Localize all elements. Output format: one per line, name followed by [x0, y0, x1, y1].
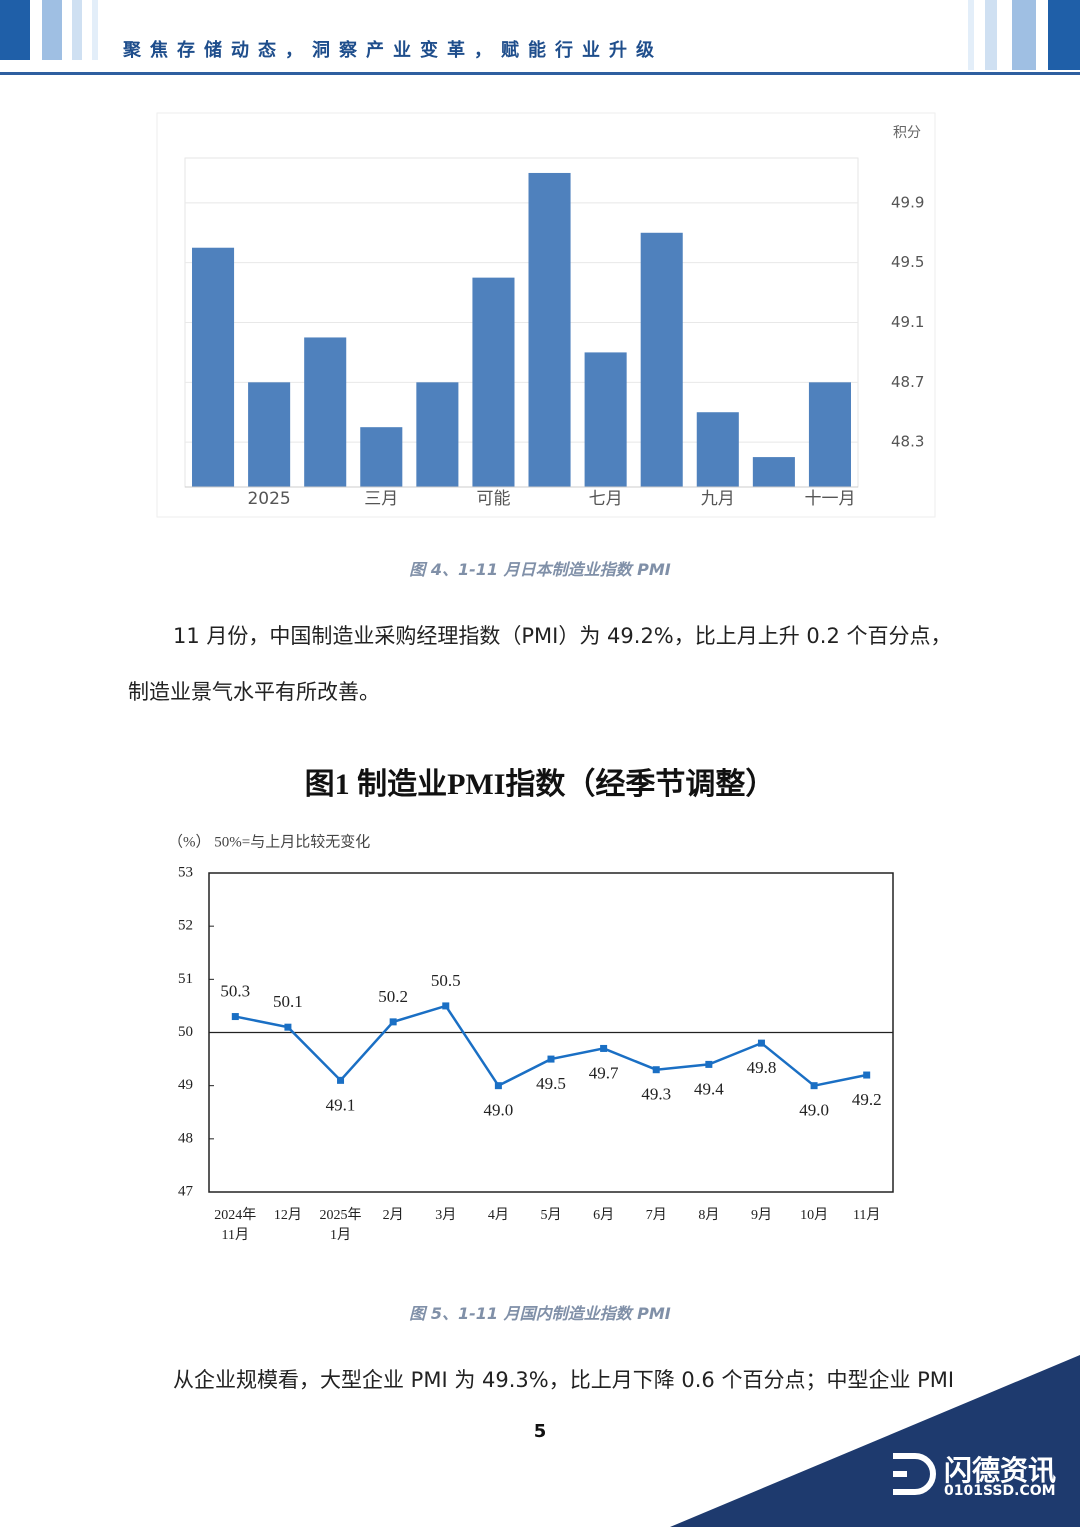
marker: [705, 1060, 713, 1068]
bar: [528, 172, 571, 488]
logo-url: 0101SSD.COM: [944, 1483, 1056, 1499]
marker: [494, 1082, 502, 1090]
marker: [547, 1055, 555, 1063]
x-tick-label: 11月: [852, 1208, 881, 1223]
marker: [600, 1044, 608, 1052]
header-block: [0, 0, 30, 60]
data-label: 49.1: [326, 1095, 356, 1114]
header-stripe: [72, 0, 82, 60]
caption: 图 4、1-11 月日本制造业指数 PMI: [409, 560, 671, 579]
header-stripe: [92, 0, 98, 60]
x-tick-label: 九月: [701, 489, 735, 509]
data-label: 49.4: [694, 1079, 724, 1098]
y-tick-label: 49: [178, 1077, 193, 1093]
data-label: 50.2: [378, 987, 408, 1006]
x-tick-label: 4月: [487, 1208, 509, 1223]
marker: [284, 1023, 292, 1031]
header-title: 聚焦存储动态，洞察产业变革，赋能行业升级: [123, 40, 663, 61]
x-tick-label: 7月: [645, 1208, 667, 1223]
unit-label: 积分: [893, 125, 921, 141]
marker: [231, 1013, 239, 1021]
x-tick-label: 5月: [540, 1208, 562, 1223]
marker: [337, 1076, 345, 1084]
data-label: 49.8: [747, 1058, 777, 1077]
header-stripe: [985, 0, 997, 70]
data-label: 49.0: [799, 1101, 829, 1120]
data-label: 49.2: [852, 1090, 882, 1109]
y-tick-label: 47: [178, 1183, 194, 1199]
data-label: 49.5: [536, 1074, 566, 1093]
y-tick-label: 48.7: [891, 373, 924, 391]
x-tick-label: 3月: [435, 1208, 457, 1223]
y-tick-label: 50: [178, 1024, 193, 1040]
paragraph: 11 月份，中国制造业采购经理指数（PMI）为 49.2%，比上月上升 0.2 …: [128, 624, 952, 704]
marker: [810, 1082, 818, 1090]
chart-subtitle: （%） 50%=与上月比较无变化: [168, 832, 370, 850]
page-number: 5: [534, 1421, 547, 1442]
x-tick-label: 10月: [800, 1208, 829, 1223]
x-tick-label: 12月: [273, 1208, 302, 1223]
x-tick-label: 三月: [364, 489, 398, 509]
bar: [472, 277, 515, 487]
bar: [752, 457, 795, 487]
y-tick-label: 53: [178, 864, 193, 880]
x-tick-label: 七月: [589, 489, 623, 509]
x-tick-label: 9月: [750, 1208, 772, 1223]
data-label: 49.0: [484, 1101, 514, 1120]
header-stripe: [1012, 0, 1036, 70]
logo-arc: [893, 1453, 936, 1495]
x-tick-label: 2月: [382, 1208, 404, 1223]
marker: [652, 1066, 660, 1074]
y-tick-label: 48.3: [891, 433, 924, 451]
caption: 图 5、1-11 月国内制造业指数 PMI: [409, 1304, 671, 1323]
marker: [757, 1039, 765, 1047]
footer-corner: [670, 1355, 1080, 1527]
data-label: 50.5: [431, 971, 461, 990]
paragraph: 从企业规模看，大型企业 PMI 为 49.3%，比上月下降 0.6 个百分点；中…: [173, 1368, 955, 1392]
bar: [696, 412, 739, 487]
x-tick-label: 可能: [476, 489, 510, 509]
header-stripe: [968, 0, 974, 70]
y-tick-label: 49.9: [891, 193, 924, 211]
logo-name: 闪德资讯: [944, 1454, 1056, 1487]
bar: [304, 337, 347, 487]
x-tick-label: 8月: [698, 1208, 720, 1223]
bar: [416, 382, 459, 487]
chart-title: 图1 制造业PMI指数（经季节调整）: [305, 767, 776, 801]
x-tick-label: 2024年 11月: [214, 1208, 257, 1243]
x-tick-label: 2025年 1月: [319, 1208, 362, 1243]
y-tick-label: 51: [178, 971, 193, 987]
y-tick-label: 48: [178, 1130, 193, 1146]
plot-frame: [208, 872, 894, 1193]
y-tick-label: 49.5: [891, 253, 924, 271]
marker: [863, 1071, 871, 1079]
logo-icon: [893, 1453, 936, 1495]
chart-frame: [156, 112, 936, 518]
y-tick-label: 49.1: [891, 313, 924, 331]
x-tick-label: 十一月: [804, 489, 855, 509]
data-label: 50.1: [273, 992, 303, 1011]
header-block: [1048, 0, 1080, 70]
y-tick-label: 52: [178, 918, 193, 934]
bar: [584, 352, 627, 487]
header-rule: [0, 72, 1080, 75]
bar: [808, 382, 851, 487]
marker: [442, 1002, 450, 1010]
data-label: 50.3: [220, 981, 250, 1000]
bar: [640, 232, 683, 487]
data-label: 49.3: [641, 1085, 671, 1104]
bar: [192, 247, 235, 487]
marker: [389, 1018, 397, 1026]
data-label: 49.7: [589, 1063, 619, 1082]
bar: [360, 427, 403, 487]
bar: [248, 382, 291, 487]
x-tick-label: 2025: [247, 489, 290, 509]
x-tick-label: 6月: [593, 1208, 615, 1223]
header-stripe: [42, 0, 62, 60]
